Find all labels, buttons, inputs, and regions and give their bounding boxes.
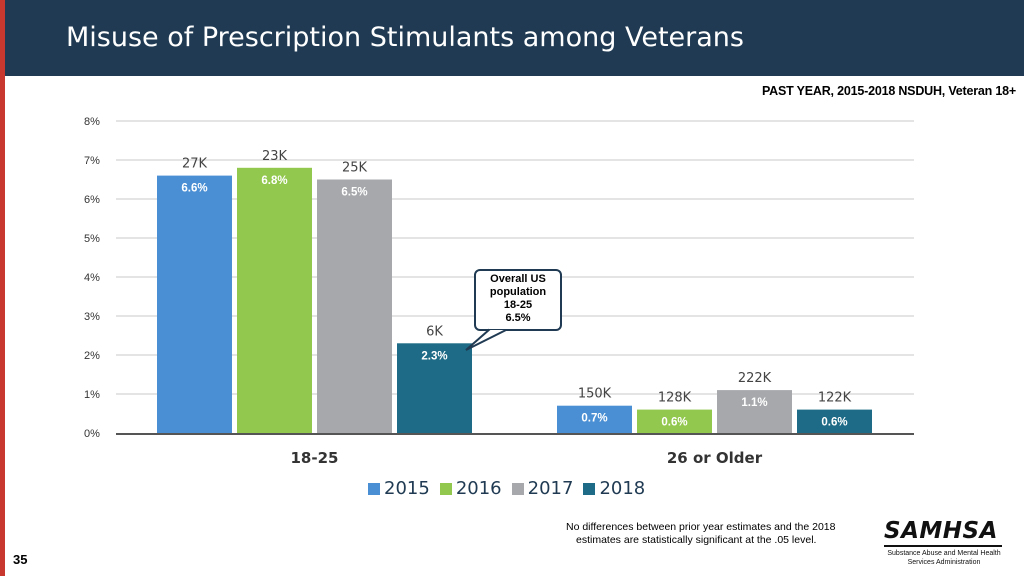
x-category-label: 26 or Older [667,449,763,467]
bar [717,390,792,433]
callout-line: Overall US [490,273,546,285]
legend-item: 2018 [583,478,645,499]
bar-chart: 0% 1% 2% 3% 4% 5% 6% 7% 8% 6.6% 27K 6.8% 23K 6.5% 25K 2… [84,116,914,467]
bar [397,343,472,433]
bar-value-label: 0.6% [661,417,687,429]
bar-value-label: 6.6% [181,183,207,195]
samhsa-logo: SAMHSA Substance Abuse and Mental Health… [884,518,1014,567]
y-tick-label: 1% [84,389,100,401]
legend-item: 2017 [511,478,574,499]
y-tick-label: 8% [84,116,100,128]
bar-value-label: 0.6% [821,417,847,429]
callout-box: Overall US population 18-25 6.5% [474,269,562,331]
bar-count-label: 27K [182,157,208,172]
bar-count-label: 23K [262,149,288,164]
bar [157,175,232,433]
bar-value-label: 6.5% [341,187,367,199]
callout-line: population [489,286,547,298]
y-tick-label: 2% [84,350,100,362]
x-category-label: 18-25 [291,449,339,467]
callout-line: 18-25 [503,299,533,311]
footnote: No differences between prior year estima… [566,521,856,547]
bar [557,405,632,433]
y-tick-label: 5% [84,233,100,245]
chart-subtitle: PAST YEAR, 2015-2018 NSDUH, Veteran 18+ [761,84,1016,98]
logo-subtitle-line: Substance Abuse and Mental Health [887,550,1001,557]
bar [317,179,392,433]
bar-value-label: 2.3% [421,350,447,362]
footnote-line: No differences between prior year estima… [566,521,836,533]
slide-number: 35 [13,552,28,567]
bar-count-label: 122K [818,391,852,406]
header-band [5,0,1024,76]
footnote-line: estimates are statistically significant … [576,534,817,546]
callout-line: 6.5% [505,312,531,324]
legend-item: 2015 [368,478,430,499]
bar-count-label: 128K [658,391,692,406]
y-tick-label: 0% [84,428,100,440]
logo-wordmark: SAMHSA [884,518,998,544]
bar-count-label: 25K [342,161,368,176]
legend-swatch [368,482,380,495]
bar-value-label: 6.8% [261,175,287,187]
bar-count-label: 6K [426,324,443,339]
legend-swatch [583,482,596,495]
logo-subtitle-line: Services Administration [907,559,981,566]
accent-bar [0,0,5,576]
legend-label: 2017 [527,478,574,499]
slide-title: Misuse of Prescription Stimulants among … [66,22,744,53]
legend-label: 2016 [455,478,502,499]
y-tick-label: 7% [84,155,100,167]
bar [797,409,872,433]
bar-value-label: 0.7% [581,413,607,425]
legend-item: 2016 [439,478,502,499]
legend-label: 2018 [599,478,646,499]
bar-value-label: 1.1% [741,397,767,409]
bar-count-label: 222K [738,371,772,386]
y-tick-label: 4% [84,272,100,284]
legend-swatch [439,482,452,495]
legend-label: 2015 [384,478,430,499]
logo-rule [884,545,1002,547]
bar [637,409,712,433]
logo-subtitle: Substance Abuse and Mental Health Servic… [884,549,1004,567]
bar [237,167,312,434]
bar-count-label: 150K [578,387,612,402]
y-tick-label: 3% [84,311,100,323]
legend-swatch [511,482,524,495]
chart-legend: 2015 2016 2017 2018 [368,478,645,499]
y-tick-label: 6% [84,194,100,206]
